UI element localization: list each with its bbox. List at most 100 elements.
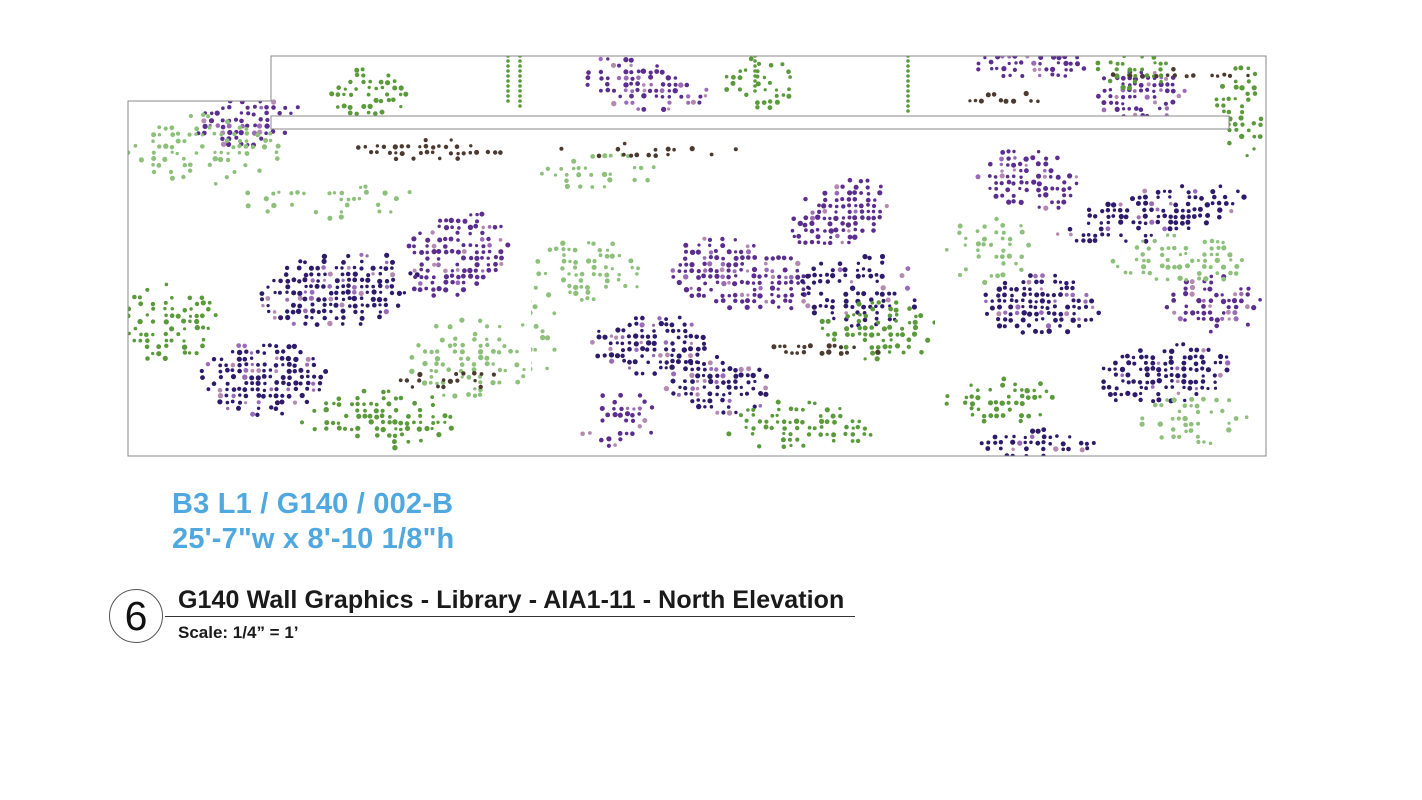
pattern-dot [1161, 208, 1166, 213]
pattern-dot [456, 274, 461, 280]
pattern-dot [641, 107, 647, 112]
pattern-dot [434, 369, 439, 374]
pattern-dot [217, 399, 223, 405]
pattern-dot [783, 281, 788, 285]
pattern-dot [828, 216, 832, 221]
pattern-dot [285, 355, 292, 362]
pattern-dot [669, 322, 675, 328]
pattern-dot [546, 292, 552, 298]
pattern-dot [1048, 442, 1052, 446]
pattern-dot [213, 182, 218, 186]
pattern-dot [1007, 407, 1012, 412]
pattern-dot [721, 280, 727, 287]
pattern-dot [904, 285, 911, 291]
pattern-dot [630, 265, 634, 270]
pattern-dot [847, 234, 853, 240]
pattern-dot [794, 407, 799, 412]
pattern-dot [1132, 89, 1137, 93]
pattern-dot [901, 350, 906, 355]
pattern-dot [151, 150, 156, 155]
pattern-dot [855, 424, 860, 430]
pattern-dot [1101, 76, 1107, 81]
pattern-dot [422, 360, 428, 367]
pattern-dot [491, 372, 496, 377]
pattern-dot [690, 379, 695, 384]
pattern-dot [316, 309, 321, 315]
pattern-dot [1182, 373, 1187, 379]
pattern-dot [996, 317, 1001, 322]
pattern-dot [1021, 298, 1025, 303]
pattern-dot [336, 425, 342, 431]
pattern-dot [996, 286, 1002, 292]
pattern-dot [727, 305, 733, 311]
pattern-dot [770, 299, 776, 305]
pattern-dot [462, 268, 467, 274]
pattern-dot [471, 362, 477, 367]
pattern-dot [1003, 310, 1008, 315]
pattern-dot [1208, 304, 1212, 308]
pattern-dot [786, 93, 792, 99]
pattern-dot [825, 272, 829, 277]
pattern-dot [850, 332, 855, 337]
pattern-dot [375, 433, 380, 438]
pattern-dot [1192, 207, 1197, 212]
pattern-dot [1007, 236, 1013, 242]
pattern-dot [715, 280, 720, 285]
pattern-dot [783, 298, 788, 303]
pattern-dot [409, 355, 415, 360]
pattern-dot [213, 150, 217, 154]
pattern-dot [390, 272, 396, 278]
pattern-dot [1182, 355, 1187, 360]
pattern-dot [237, 368, 242, 374]
pattern-dot [671, 348, 676, 352]
pattern-dot [700, 334, 706, 340]
pattern-dot [200, 300, 206, 306]
pattern-dot [689, 372, 695, 378]
pattern-dot [244, 362, 249, 367]
pattern-dot [345, 271, 351, 277]
drawing-number-bubble: 6 [109, 589, 163, 643]
pattern-dot [1156, 397, 1162, 403]
pattern-dot [1175, 379, 1180, 384]
pattern-dot [1026, 279, 1032, 285]
pattern-dot [211, 357, 217, 362]
pattern-dot [386, 401, 392, 407]
pattern-dot [472, 371, 477, 376]
pattern-dot [478, 384, 483, 390]
pattern-dot [1181, 360, 1187, 366]
pattern-dot [788, 75, 792, 79]
pattern-dot [308, 295, 314, 301]
pattern-dot [1106, 220, 1111, 225]
pattern-dot [281, 349, 286, 354]
pattern-dot [342, 426, 348, 431]
pattern-dot [448, 151, 453, 156]
pattern-dot [1034, 318, 1039, 322]
pattern-dot [830, 413, 836, 419]
pattern-dot [181, 174, 186, 180]
pattern-dot [870, 306, 875, 312]
pattern-dot [645, 347, 650, 352]
pattern-dot [481, 269, 485, 273]
pattern-dot [1194, 387, 1198, 391]
pattern-dot [1126, 380, 1131, 385]
pattern-dot [219, 150, 223, 155]
pattern-dot [981, 418, 987, 424]
pattern-dot [398, 85, 404, 91]
pattern-dot [262, 351, 267, 355]
pattern-dot [214, 110, 220, 116]
pattern-dot [287, 375, 292, 381]
pattern-dot [200, 144, 205, 149]
pattern-dot [684, 334, 688, 339]
pattern-dot [726, 249, 732, 255]
pattern-dot [280, 393, 285, 398]
pattern-dot [690, 386, 695, 391]
pattern-dot [1134, 257, 1139, 262]
pattern-dot [1203, 287, 1207, 291]
pattern-dot [220, 124, 226, 130]
pattern-dot [461, 249, 467, 254]
pattern-dot [1128, 94, 1132, 99]
pattern-dot [540, 334, 546, 341]
pattern-dot [417, 287, 423, 293]
pattern-dot [181, 318, 187, 324]
pattern-dot [157, 144, 162, 149]
